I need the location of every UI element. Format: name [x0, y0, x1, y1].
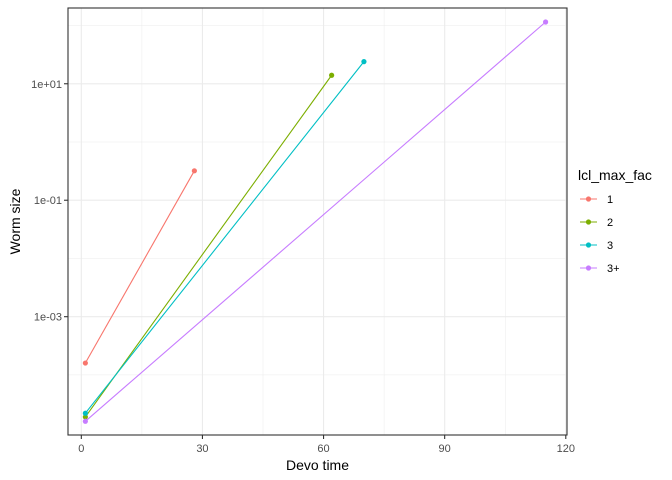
data-point	[361, 59, 367, 65]
data-point	[82, 414, 88, 420]
series-lines	[84, 21, 546, 422]
legend-key-point	[585, 265, 592, 271]
y-axis: 1e-03 1e-01 1e+01	[31, 79, 68, 324]
y-tick-label: 1e+01	[31, 79, 62, 91]
legend-title: lcl_max_fac	[578, 167, 652, 183]
series-points	[82, 19, 549, 424]
legend: lcl_max_fac 1 2 3 3+	[578, 167, 652, 275]
data-point	[82, 418, 88, 424]
legend-label: 3	[607, 240, 613, 252]
series-line-4	[84, 21, 546, 422]
legend-label: 3+	[607, 263, 620, 275]
y-tick-label: 1e-01	[34, 195, 62, 207]
data-point	[82, 360, 88, 366]
series-line-1	[84, 170, 195, 364]
series-line-2	[84, 74, 333, 418]
legend-key-point	[585, 242, 592, 248]
y-axis-title: Worm size	[7, 188, 23, 254]
data-point	[191, 168, 197, 174]
panel-border	[67, 7, 568, 436]
x-tick-label: 60	[317, 443, 329, 455]
x-tick-label: 120	[557, 443, 575, 455]
minor-gridlines	[68, 8, 567, 435]
x-tick-label: 0	[78, 443, 84, 455]
major-gridlines	[68, 8, 567, 435]
x-axis-title: Devo time	[286, 457, 349, 473]
legend-key-point	[585, 196, 592, 202]
data-point	[82, 410, 88, 416]
x-axis: 0 30 60 90 120	[78, 435, 575, 455]
data-point	[543, 19, 549, 25]
y-tick-label: 1e-03	[34, 312, 62, 324]
legend-label: 2	[607, 217, 613, 229]
legend-label: 1	[607, 194, 613, 206]
x-tick-label: 30	[196, 443, 208, 455]
legend-key-point	[585, 219, 592, 225]
series-line-3	[84, 61, 365, 414]
x-tick-label: 90	[439, 443, 451, 455]
data-point	[329, 72, 335, 78]
